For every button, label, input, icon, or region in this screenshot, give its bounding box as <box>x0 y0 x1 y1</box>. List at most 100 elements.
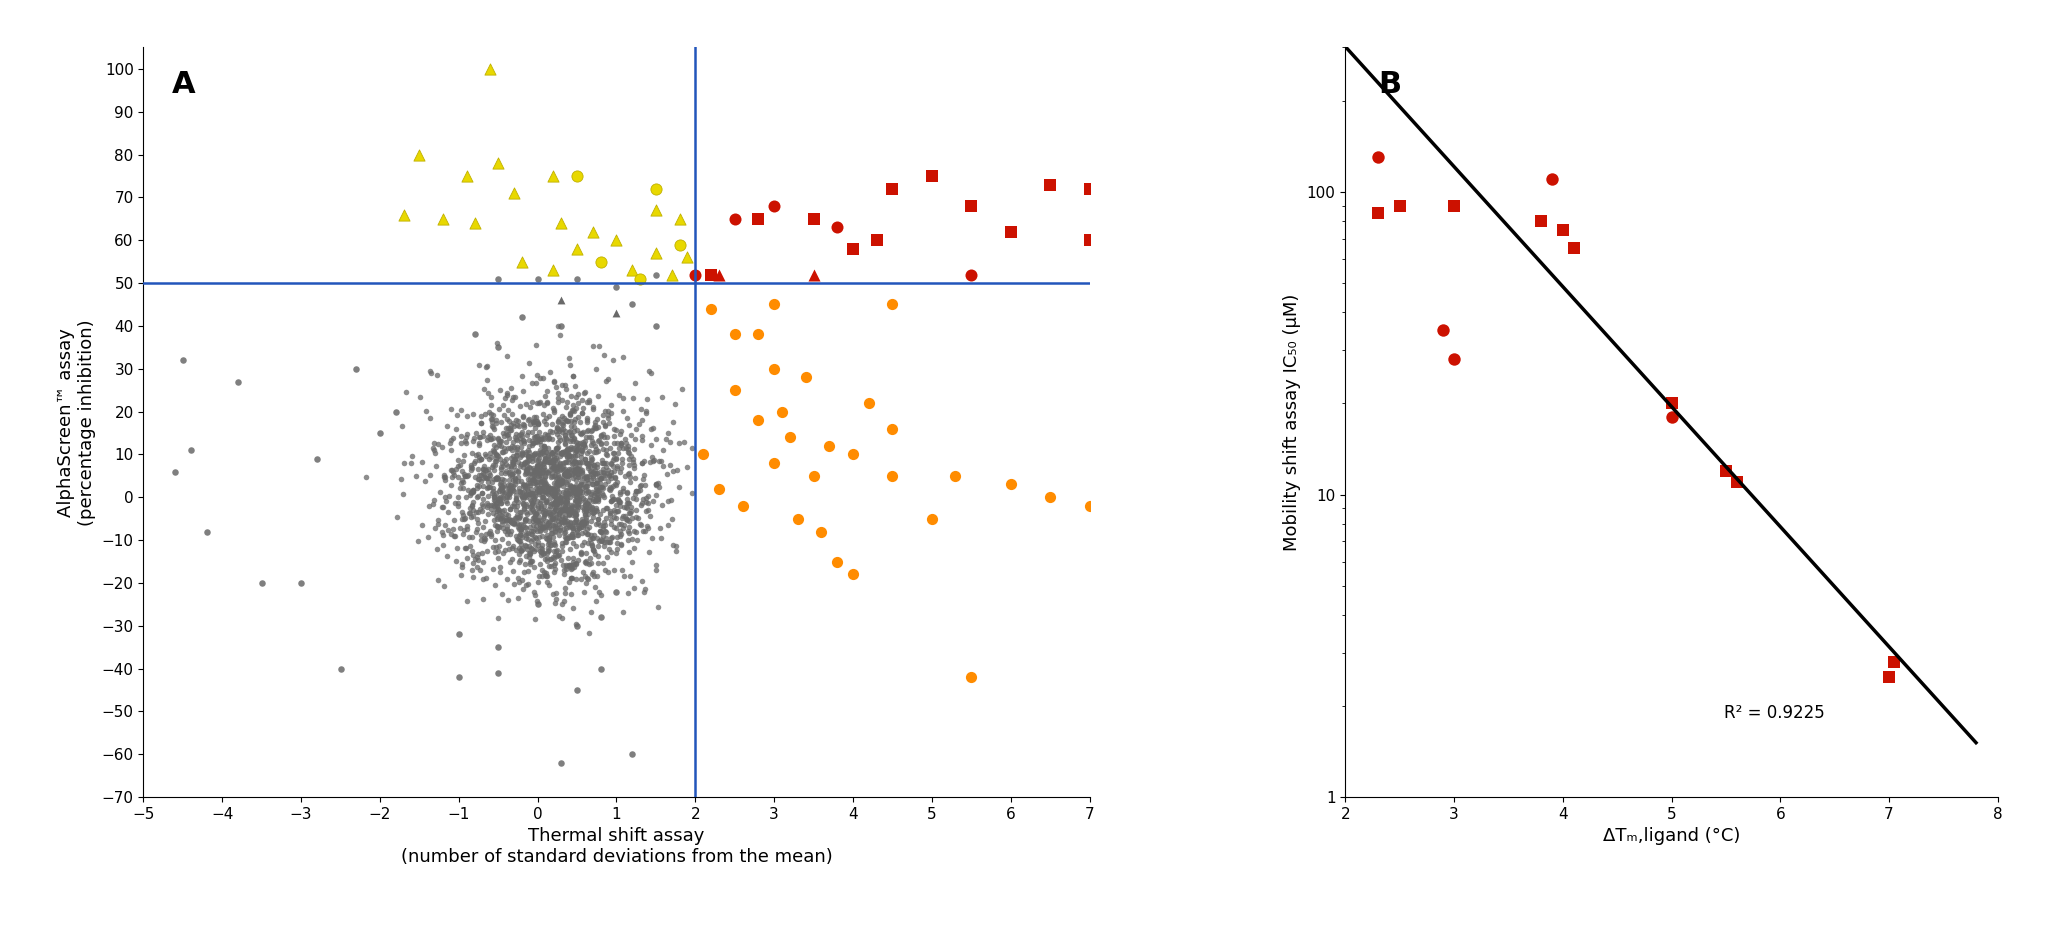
Point <box>522 463 555 478</box>
Point <box>590 511 623 526</box>
Point <box>518 464 551 479</box>
Point <box>572 625 604 641</box>
Point <box>482 336 514 351</box>
Point <box>549 498 582 513</box>
Point <box>555 419 588 434</box>
Point <box>551 443 584 458</box>
Point <box>631 520 664 535</box>
Point <box>539 562 572 577</box>
Point <box>561 493 594 509</box>
Point <box>576 452 609 467</box>
Point <box>668 435 701 450</box>
Point <box>522 448 555 463</box>
Point <box>389 384 422 400</box>
Point <box>557 520 590 535</box>
Point <box>1383 198 1416 214</box>
Point <box>582 469 615 484</box>
Point <box>576 493 609 509</box>
Point <box>545 473 578 488</box>
Point <box>504 521 537 536</box>
Point <box>594 508 627 523</box>
Point <box>604 537 637 552</box>
Point <box>506 309 539 325</box>
Point <box>494 468 527 483</box>
Point <box>525 445 557 460</box>
Point <box>324 661 357 677</box>
Point <box>387 207 420 222</box>
Point <box>465 545 498 560</box>
Point <box>570 470 602 485</box>
Point <box>510 397 543 412</box>
Point <box>246 575 279 590</box>
Point <box>514 477 547 493</box>
Point <box>471 479 504 494</box>
Point <box>541 513 574 529</box>
Point <box>758 198 791 214</box>
Point <box>617 554 650 569</box>
Point <box>434 401 467 417</box>
X-axis label: Thermal shift assay
(number of standard deviations from the mean): Thermal shift assay (number of standard … <box>402 828 832 866</box>
Point <box>449 512 482 527</box>
Point <box>535 481 568 496</box>
Point <box>473 62 506 77</box>
Point <box>559 449 592 464</box>
Point <box>584 525 617 540</box>
Point <box>545 553 578 568</box>
Point <box>484 466 516 481</box>
Point <box>553 506 586 521</box>
Point <box>545 544 578 559</box>
Point <box>490 456 522 472</box>
Point <box>588 517 621 532</box>
Point <box>531 479 563 494</box>
Point <box>461 489 494 504</box>
Point <box>539 476 572 492</box>
Point <box>578 435 611 450</box>
Point <box>482 483 514 498</box>
Point <box>563 457 596 473</box>
Point <box>570 497 602 512</box>
Point <box>461 461 494 476</box>
Point <box>559 489 592 504</box>
Point <box>174 442 207 457</box>
Point <box>570 510 602 525</box>
Point <box>504 426 537 441</box>
Point <box>512 546 545 561</box>
Point <box>592 534 625 549</box>
Point <box>520 414 553 429</box>
Point <box>592 463 625 478</box>
Point <box>504 521 537 536</box>
Point <box>529 452 561 467</box>
Point <box>1547 222 1580 237</box>
Point <box>537 488 570 503</box>
Point <box>445 504 477 519</box>
Point <box>533 530 566 546</box>
Point <box>533 514 566 530</box>
Point <box>512 563 545 578</box>
Point <box>455 497 488 512</box>
Point <box>590 436 623 451</box>
Point <box>449 433 482 448</box>
Point <box>541 457 574 473</box>
Point <box>586 533 619 549</box>
Point <box>545 610 578 625</box>
Point <box>549 378 582 393</box>
Point <box>340 362 373 377</box>
Point <box>527 438 559 454</box>
Point <box>477 539 510 554</box>
Point <box>559 439 592 455</box>
Point <box>428 472 461 487</box>
Point <box>574 557 607 572</box>
Point <box>568 568 600 584</box>
Point <box>607 605 639 620</box>
Point <box>545 444 578 459</box>
Point <box>566 455 598 470</box>
Point <box>535 510 568 525</box>
Point <box>1535 172 1567 187</box>
Point <box>588 563 621 578</box>
Point <box>586 521 619 536</box>
Point <box>570 429 602 444</box>
Point <box>578 530 611 546</box>
Point <box>518 611 551 626</box>
Point <box>479 457 512 473</box>
Point <box>492 473 525 488</box>
